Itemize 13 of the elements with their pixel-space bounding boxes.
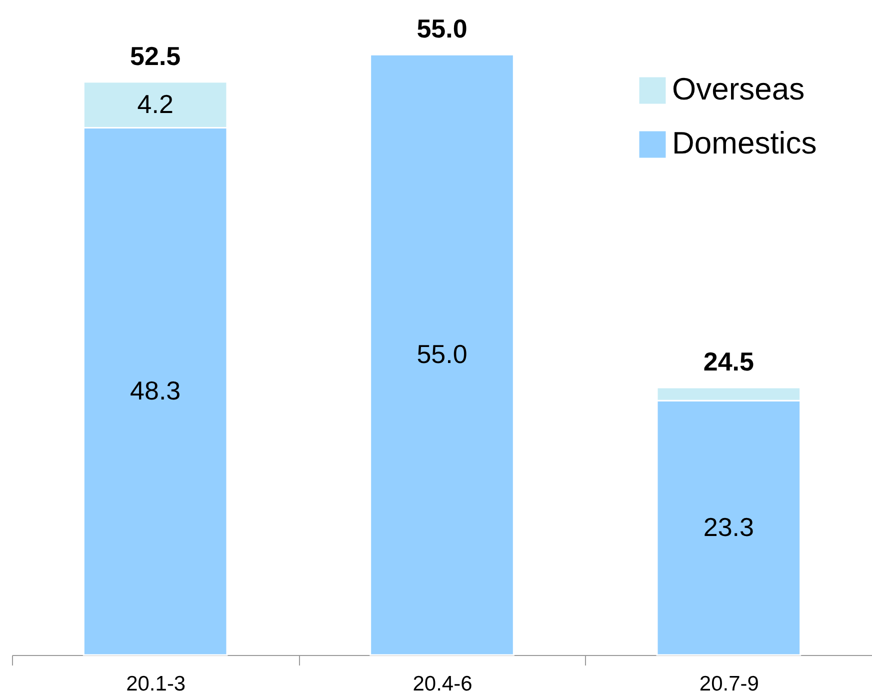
x-tick-label: 20.4-6 bbox=[412, 672, 472, 696]
data-label: 55.0 bbox=[416, 338, 468, 369]
total-label: 24.5 bbox=[703, 346, 754, 377]
total-label: 52.5 bbox=[130, 40, 181, 71]
data-label: 48.3 bbox=[130, 375, 181, 406]
x-tick-label: 20.1-3 bbox=[126, 672, 186, 696]
total-label: 55.0 bbox=[416, 14, 468, 44]
bar bbox=[370, 54, 514, 656]
x-tick-label: 20.7-9 bbox=[699, 672, 759, 696]
legend-label: Domestics bbox=[672, 126, 817, 160]
data-label: 23.3 bbox=[703, 512, 754, 542]
data-label: 4.2 bbox=[137, 88, 174, 119]
legend-label: Overseas bbox=[672, 72, 805, 106]
